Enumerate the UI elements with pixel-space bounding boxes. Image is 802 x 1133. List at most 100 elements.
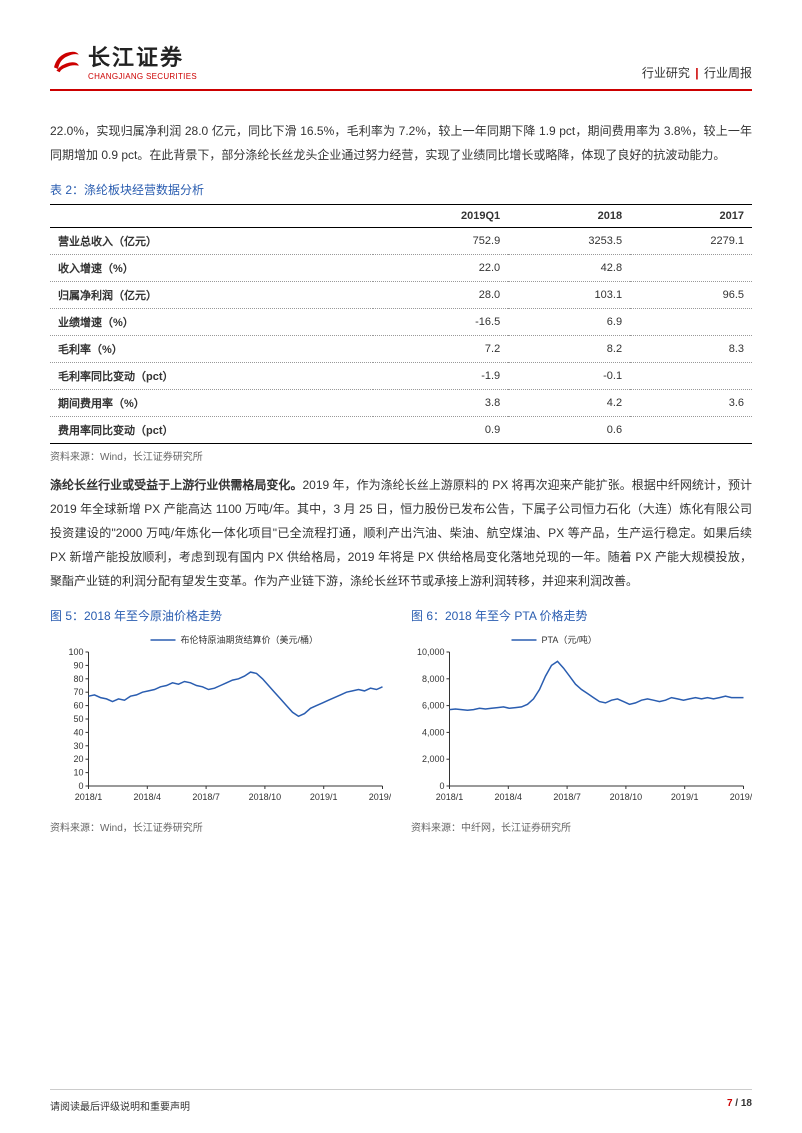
table-cell: 3.8 [373, 390, 508, 417]
table-row: 毛利率同比变动（pct）-1.9-0.1 [50, 363, 752, 390]
table-cell: 42.8 [508, 255, 630, 282]
table-row: 费用率同比变动（pct）0.90.6 [50, 417, 752, 444]
svg-text:2018/4: 2018/4 [495, 792, 523, 802]
page-sep: / [733, 1098, 741, 1109]
page-footer: 请阅读最后评级说明和重要声明 7 / 18 [50, 1089, 752, 1113]
table-cell: 毛利率同比变动（pct） [50, 363, 373, 390]
table-cell: 费用率同比变动（pct） [50, 417, 373, 444]
svg-text:2018/1: 2018/1 [75, 792, 103, 802]
header-category: 行业研究 | 行业周报 [642, 64, 752, 81]
svg-text:30: 30 [73, 741, 83, 751]
table-cell: 营业总收入（亿元） [50, 228, 373, 255]
table-header-cell [50, 205, 373, 228]
chart-6-block: 图 6：2018 年至今 PTA 价格走势 PTA（元/吨） 0 2,000 4,00… [411, 607, 752, 834]
table-row: 归属净利润（亿元）28.0103.196.5 [50, 282, 752, 309]
table-cell: -16.5 [373, 309, 508, 336]
page-total: 18 [741, 1098, 752, 1109]
table-cell: -1.9 [373, 363, 508, 390]
table-cell: 4.2 [508, 390, 630, 417]
chart-6-source: 资料来源：中纤网，长江证券研究所 [411, 819, 752, 834]
table-source: 资料来源：Wind，长江证券研究所 [50, 448, 752, 463]
table-cell: 3.6 [630, 390, 752, 417]
body-paragraph-2: 涤纶长丝行业或受益于上游行业供需格局变化。2019 年，作为涤纶长丝上游原料的 … [50, 473, 752, 593]
para2-rest: 2019 年，作为涤纶长丝上游原料的 PX 将再次迎来产能扩张。根据中纤网统计，… [50, 478, 752, 588]
table-cell: 3253.5 [508, 228, 630, 255]
svg-text:80: 80 [73, 674, 83, 684]
svg-text:10,000: 10,000 [417, 647, 445, 657]
table-cell: 103.1 [508, 282, 630, 309]
header-cat-b: 行业周报 [704, 66, 752, 80]
charts-row: 图 5：2018 年至今原油价格走势 布伦特原油期货结算价（美元/桶） 0 10 20… [50, 607, 752, 834]
table-cell: 8.2 [508, 336, 630, 363]
table-cell: 22.0 [373, 255, 508, 282]
svg-text:PTA（元/吨）: PTA（元/吨） [542, 634, 597, 645]
chart-5-svg: 布伦特原油期货结算价（美元/桶）010203040506070809010020… [50, 630, 391, 810]
table-row: 毛利率（%）7.28.28.3 [50, 336, 752, 363]
para2-bold: 涤纶长丝行业或受益于上游行业供需格局变化。 [50, 478, 302, 492]
chart-6-title: 图 6：2018 年至今 PTA 价格走势 [411, 607, 752, 624]
body-paragraph-1: 22.0%，实现归属净利润 28.0 亿元，同比下滑 16.5%，毛利率为 7.… [50, 119, 752, 167]
header-sep-icon: | [695, 66, 698, 80]
page-number: 7 / 18 [727, 1098, 752, 1113]
svg-text:8,000: 8,000 [422, 674, 445, 684]
header-cat-a: 行业研究 [642, 66, 690, 80]
table-cell: 96.5 [630, 282, 752, 309]
table-cell: 7.2 [373, 336, 508, 363]
page-header: 长江证券 CHANGJIANG SECURITIES 行业研究 | 行业周报 [50, 40, 752, 91]
logo-text-en: CHANGJIANG SECURITIES [88, 72, 197, 81]
svg-text:2018/7: 2018/7 [192, 792, 220, 802]
svg-text:10: 10 [73, 768, 83, 778]
table-cell: -0.1 [508, 363, 630, 390]
table-cell: 8.3 [630, 336, 752, 363]
svg-text:2,000: 2,000 [422, 754, 445, 764]
svg-text:60: 60 [73, 701, 83, 711]
table-row: 业绩增速（%）-16.56.9 [50, 309, 752, 336]
table-row: 收入增速（%）22.042.8 [50, 255, 752, 282]
svg-text:90: 90 [73, 660, 83, 670]
data-table: 2019Q120182017 营业总收入（亿元）752.93253.52279.… [50, 204, 752, 444]
chart-5-source: 资料来源：Wind，长江证券研究所 [50, 819, 391, 834]
table-row: 期间费用率（%）3.84.23.6 [50, 390, 752, 417]
table-cell: 752.9 [373, 228, 508, 255]
svg-text:50: 50 [73, 714, 83, 724]
chart-5-block: 图 5：2018 年至今原油价格走势 布伦特原油期货结算价（美元/桶） 0 10 20… [50, 607, 391, 834]
table-caption: 表 2：涤纶板块经营数据分析 [50, 181, 752, 198]
table-cell: 2279.1 [630, 228, 752, 255]
table-row: 营业总收入（亿元）752.93253.52279.1 [50, 228, 752, 255]
table-cell: 期间费用率（%） [50, 390, 373, 417]
table-cell: 归属净利润（亿元） [50, 282, 373, 309]
svg-text:2018/7: 2018/7 [553, 792, 581, 802]
table-cell: 0.9 [373, 417, 508, 444]
footer-disclaimer: 请阅读最后评级说明和重要声明 [50, 1098, 190, 1113]
svg-text:70: 70 [73, 687, 83, 697]
chart-5-title: 图 5：2018 年至今原油价格走势 [50, 607, 391, 624]
svg-text:2019/1: 2019/1 [671, 792, 699, 802]
table-cell: 业绩增速（%） [50, 309, 373, 336]
svg-text:40: 40 [73, 727, 83, 737]
table-cell: 28.0 [373, 282, 508, 309]
svg-text:2019/4: 2019/4 [730, 792, 752, 802]
table-cell [630, 363, 752, 390]
svg-text:4,000: 4,000 [422, 727, 445, 737]
table-cell: 0.6 [508, 417, 630, 444]
table-header-cell: 2019Q1 [373, 205, 508, 228]
svg-text:6,000: 6,000 [422, 701, 445, 711]
table-cell [630, 255, 752, 282]
table-header-cell: 2017 [630, 205, 752, 228]
svg-text:2018/1: 2018/1 [436, 792, 464, 802]
logo-text: 长江证券 CHANGJIANG SECURITIES [88, 40, 197, 81]
table-cell: 毛利率（%） [50, 336, 373, 363]
logo-block: 长江证券 CHANGJIANG SECURITIES [50, 40, 197, 81]
svg-text:100: 100 [68, 647, 83, 657]
svg-text:0: 0 [78, 781, 83, 791]
table-cell: 收入增速（%） [50, 255, 373, 282]
table-cell [630, 417, 752, 444]
svg-text:2018/4: 2018/4 [134, 792, 162, 802]
table-cell: 6.9 [508, 309, 630, 336]
chart-6-svg: PTA（元/吨） 0 2,000 4,000 6,000 8,000 10,000 2018/… [411, 630, 752, 810]
svg-text:布伦特原油期货结算价（美元/桶）: 布伦特原油期货结算价（美元/桶） [181, 634, 319, 645]
svg-text:0: 0 [439, 781, 444, 791]
table-cell [630, 309, 752, 336]
svg-text:2019/4: 2019/4 [369, 792, 391, 802]
logo-text-cn: 长江证券 [88, 45, 184, 70]
